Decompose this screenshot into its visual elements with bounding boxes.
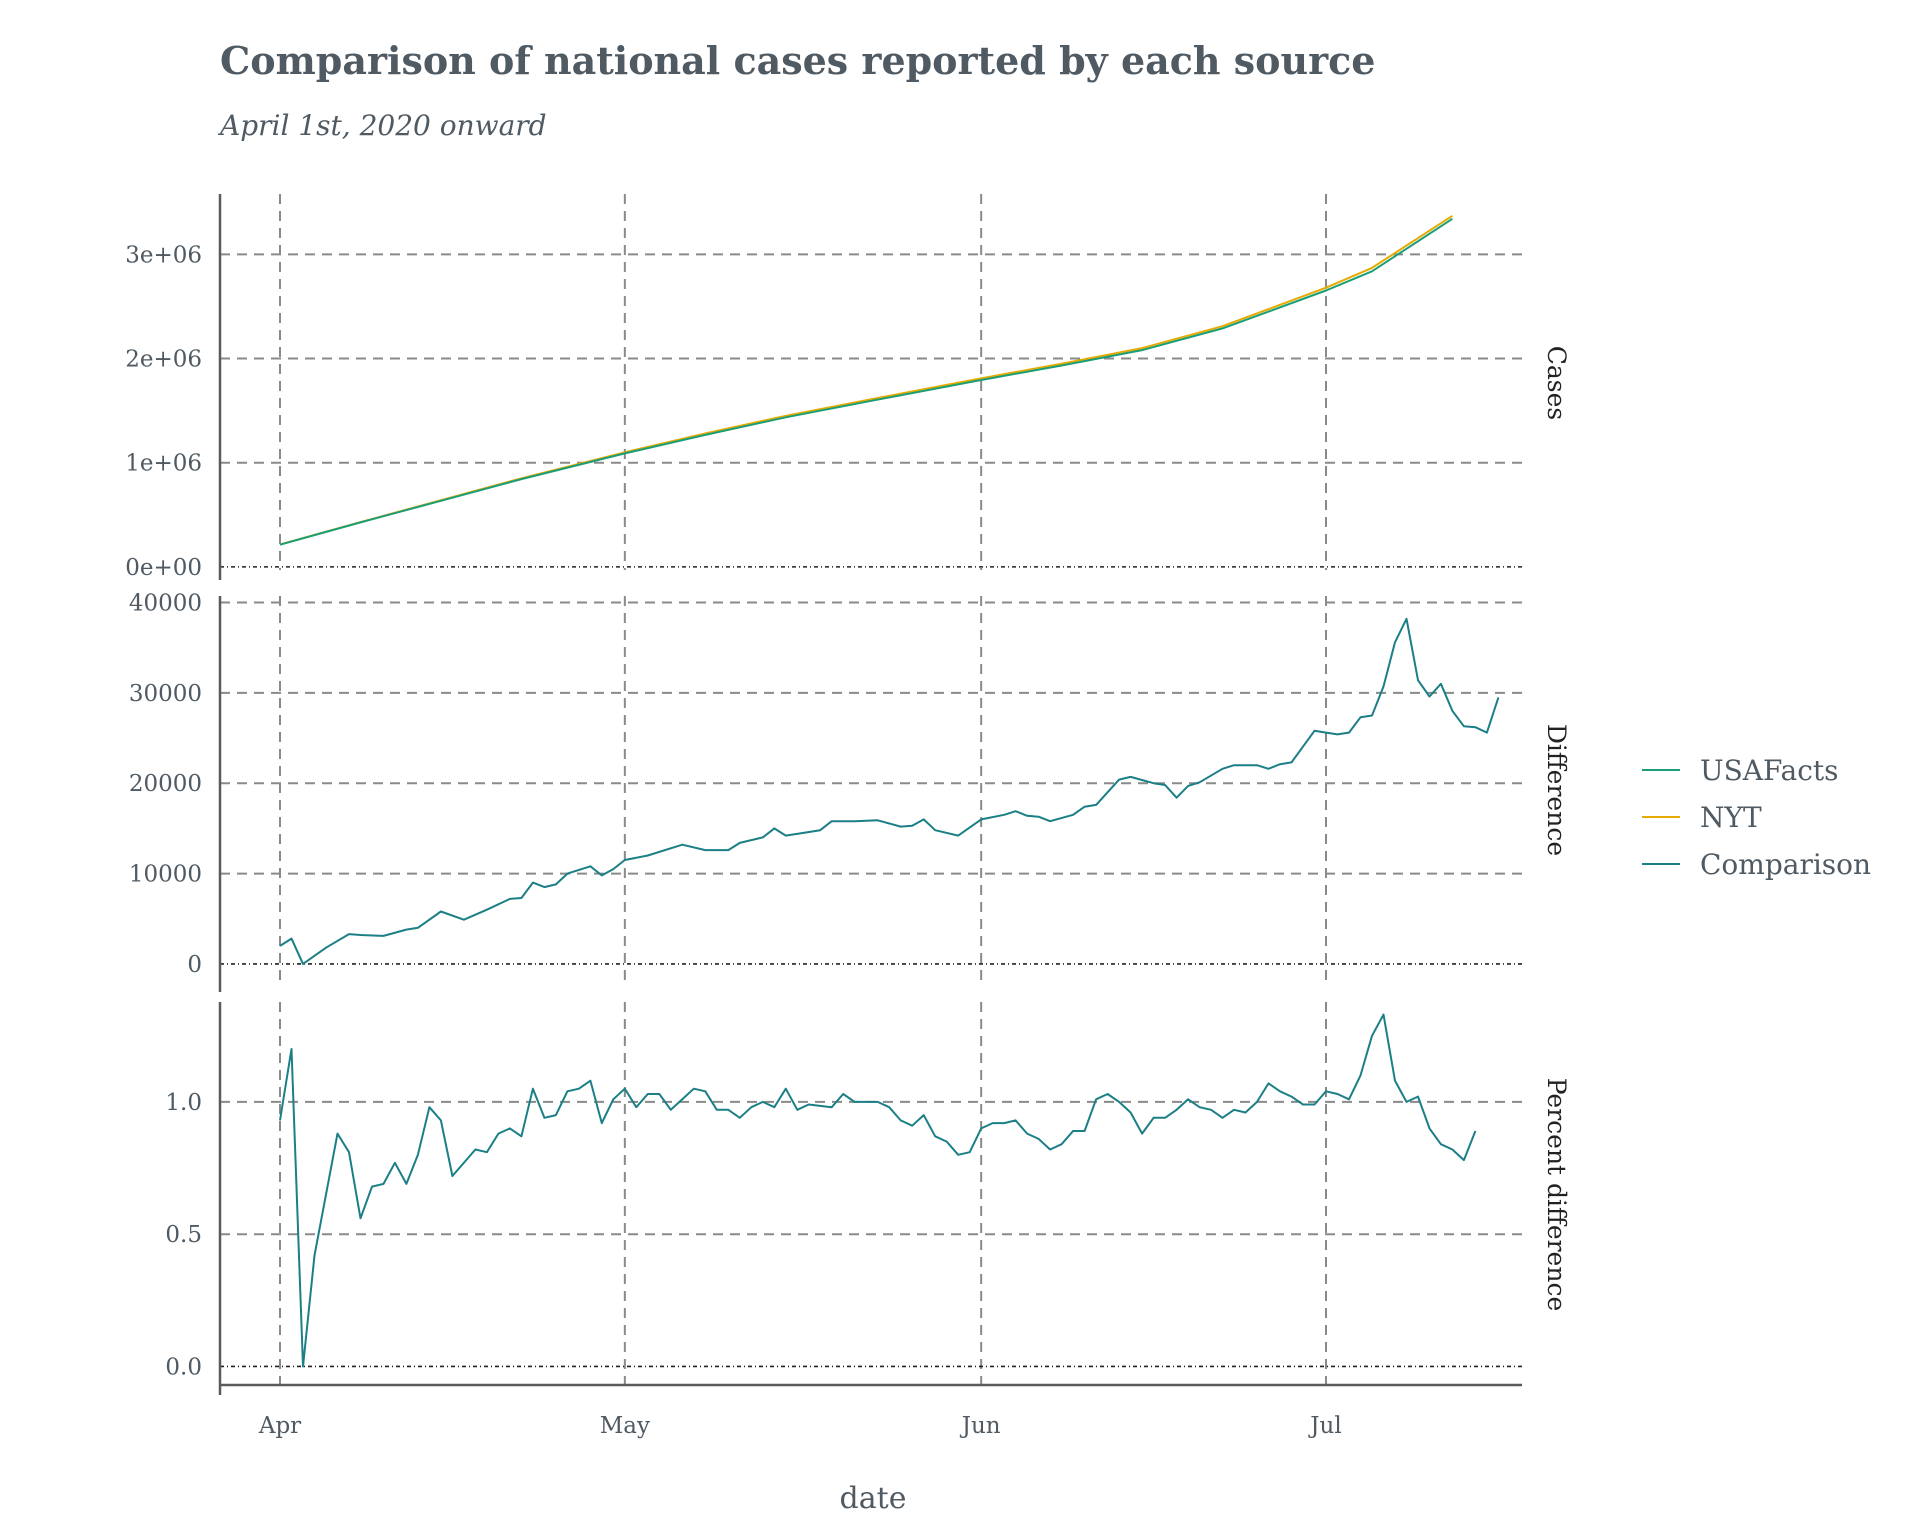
panel-difference: 0 10000 20000 30000 40000 Difference (129, 591, 1571, 992)
y-tick-label: 0e+00 (125, 555, 202, 581)
legend: USAFacts NYT Comparison (1642, 754, 1871, 881)
x-tick-label-jul: Jul (1308, 1413, 1341, 1439)
y-tick-label: 0.0 (165, 1354, 202, 1380)
legend-label-usafacts: USAFacts (1700, 754, 1839, 787)
strip-label-cases: Cases (1542, 346, 1571, 421)
y-tick-label: 2e+06 (125, 347, 202, 373)
x-tick-label-jun: Jun (960, 1413, 1001, 1439)
series-line-comparison (279, 617, 1500, 965)
y-tick-label: 0 (187, 952, 202, 978)
y-tick-label: 1e+06 (125, 451, 202, 477)
series-line-nyt (279, 214, 1453, 546)
y-tick-label: 10000 (129, 862, 202, 888)
y-tick-label: 1.0 (165, 1090, 202, 1116)
x-axis: Apr May Jun Jul (220, 1383, 1522, 1439)
y-tick-label: 40000 (129, 591, 202, 617)
x-tick-label-apr: Apr (258, 1413, 301, 1439)
y-tick-label: 0.5 (165, 1222, 202, 1248)
strip-label-difference: Difference (1542, 724, 1571, 856)
x-axis-label: date (840, 1481, 907, 1516)
y-tick-label: 30000 (129, 681, 202, 707)
legend-label-nyt: NYT (1700, 801, 1762, 834)
x-tick-label-may: May (600, 1413, 650, 1439)
legend-label-comparison: Comparison (1700, 848, 1871, 881)
panel-percent-difference: 0.0 0.5 1.0 Percent difference (165, 1002, 1571, 1395)
chart-title: Comparison of national cases reported by… (220, 38, 1375, 83)
y-tick-label: 20000 (129, 771, 202, 797)
panels-group: 0e+00 1e+06 2e+06 3e+06 Cases 0 10000 20000 3000… (125, 194, 1571, 1395)
series-line-comparison (279, 1013, 1477, 1368)
chart-subtitle: April 1st, 2020 onward (217, 109, 547, 142)
y-tick-label: 3e+06 (125, 242, 202, 268)
panel-cases: 0e+00 1e+06 2e+06 3e+06 Cases (125, 194, 1571, 581)
series-line-usafacts (279, 217, 1453, 546)
strip-label-percent-difference: Percent difference (1542, 1078, 1571, 1312)
